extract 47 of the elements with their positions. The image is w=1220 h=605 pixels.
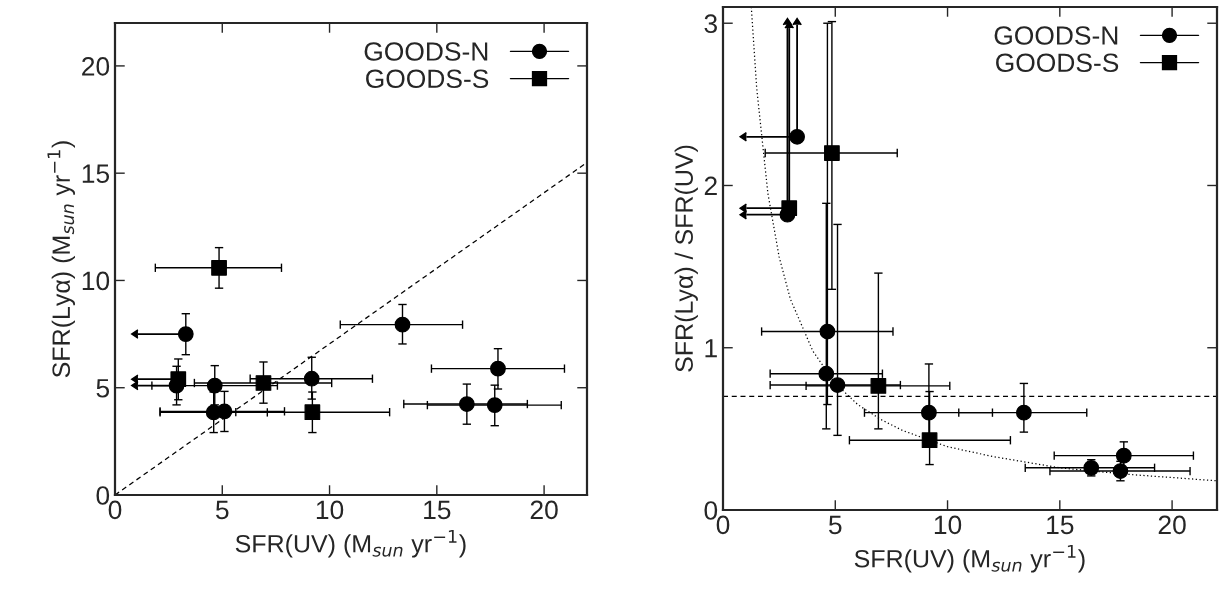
x-tick-label: 10 — [316, 500, 344, 520]
y-tick-label: 1 — [705, 339, 717, 358]
legend-label: GOODS-S — [996, 53, 1119, 73]
point — [304, 404, 321, 421]
y-axis-title: SFR(Lyα) (M$_{sun}$ yr$^{−1}$) — [47, 141, 75, 378]
x-tick-label: 20 — [530, 500, 558, 520]
x-axis-title: SFR(UV) (M$_{sun}$ yr$^{−1}$) — [235, 530, 466, 558]
point — [255, 375, 272, 391]
x-tick-label: 5 — [828, 515, 842, 535]
point — [829, 377, 846, 393]
point — [921, 432, 938, 449]
point — [458, 396, 475, 412]
x-tick-label: 5 — [215, 500, 229, 520]
y-tick-label: 20 — [82, 57, 110, 76]
point — [490, 360, 506, 377]
y-tick-label: 2 — [704, 176, 717, 196]
y-tick-label: 15 — [82, 164, 110, 183]
legend-label: GOODS-S — [366, 69, 489, 89]
legend-label: GOODS-N — [994, 26, 1118, 45]
point — [211, 259, 227, 276]
point — [394, 316, 411, 333]
point — [303, 370, 320, 387]
point — [1115, 447, 1132, 464]
x-tick-label: 10 — [934, 515, 962, 535]
point — [781, 200, 798, 217]
y-tick-label: 5 — [96, 379, 110, 398]
point — [818, 365, 835, 382]
point — [1016, 404, 1032, 421]
point — [789, 128, 805, 145]
point — [870, 378, 887, 394]
x-tick-label: 20 — [1158, 515, 1186, 535]
y-tick-label: 3 — [704, 14, 717, 34]
y-axis-title: SFR(Lyα) / SFR(UV) — [674, 145, 698, 372]
x-tick-label: 15 — [424, 500, 451, 520]
legend-label: GOODS-N — [364, 42, 488, 61]
point — [177, 326, 194, 342]
point — [216, 403, 233, 420]
x-axis-title: SFR(UV) (M$_{sun}$ yr$^{−1}$) — [854, 545, 1085, 573]
y-tick-label: 0 — [96, 486, 110, 505]
point — [824, 145, 840, 161]
y-tick-label: 10 — [82, 271, 110, 291]
point — [170, 371, 187, 388]
point — [486, 397, 503, 413]
point — [819, 323, 836, 340]
point — [921, 404, 937, 421]
x-tick-label: 15 — [1047, 515, 1074, 535]
point — [206, 377, 223, 394]
